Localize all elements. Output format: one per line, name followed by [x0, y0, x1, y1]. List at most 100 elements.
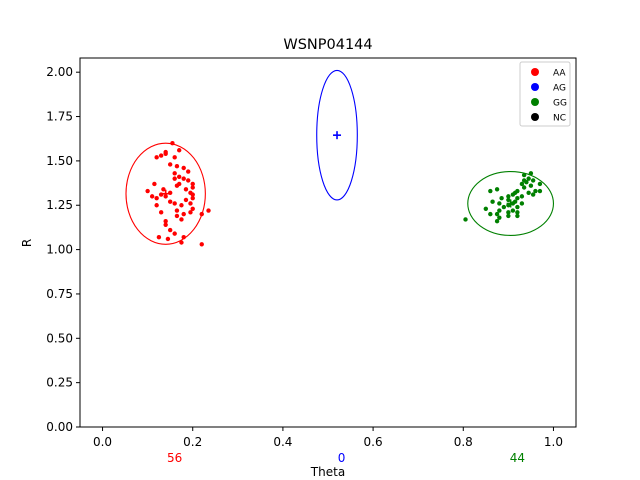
data-point-aa	[163, 151, 168, 156]
x-tick-label: 0.6	[364, 435, 383, 449]
data-point-gg	[506, 210, 511, 215]
legend-marker-gg	[531, 98, 539, 106]
data-point-aa	[188, 201, 193, 206]
cluster-center-ag	[333, 131, 342, 140]
data-point-aa	[161, 187, 166, 192]
x-tick-label: 0.4	[273, 435, 292, 449]
y-tick-label: 0.25	[46, 376, 73, 390]
data-point-aa	[177, 148, 182, 153]
data-point-gg	[499, 195, 504, 201]
data-point-aa	[181, 211, 186, 217]
legend-marker-aa	[531, 68, 539, 76]
x-tick-label: 0.8	[454, 435, 473, 449]
data-point-gg	[510, 208, 516, 213]
data-point-gg	[537, 181, 543, 187]
x-axis-label: Theta	[310, 465, 345, 479]
cluster-ellipse-gg	[467, 170, 555, 236]
legend-marker-nc	[531, 113, 539, 121]
cluster-count-label: 56	[167, 451, 182, 465]
cluster-ellipse-ag	[316, 69, 358, 201]
data-point-gg	[497, 208, 502, 213]
data-point-gg	[526, 190, 531, 196]
data-point-aa	[181, 234, 186, 240]
data-point-gg	[490, 199, 495, 204]
data-point-aa	[152, 181, 157, 187]
data-point-gg	[521, 172, 527, 178]
data-point-aa	[167, 162, 173, 167]
data-point-gg	[494, 211, 500, 217]
data-point-gg	[528, 171, 534, 176]
data-point-gg	[515, 195, 520, 201]
data-point-aa	[158, 192, 164, 197]
data-point-aa	[190, 195, 195, 201]
legend-marker-ag	[531, 83, 539, 91]
data-point-aa	[199, 211, 204, 217]
data-point-aa	[188, 210, 193, 215]
data-point-gg	[501, 204, 507, 210]
legend-label: AG	[553, 84, 566, 94]
data-point-aa	[154, 155, 159, 160]
data-point-aa	[167, 190, 173, 196]
y-axis-label: R	[20, 239, 34, 247]
y-tick-label: 2.00	[46, 65, 73, 79]
data-point-aa	[190, 206, 195, 211]
y-tick-label: 0.00	[46, 420, 73, 434]
data-point-aa	[183, 197, 189, 203]
data-point-gg	[494, 187, 500, 192]
y-axis: 0.00 0.25 0.50 0.75 1.00 1.25 1.50 1.75 2.00	[46, 65, 80, 434]
y-tick-label: 0.50	[46, 331, 73, 345]
data-point-aa	[174, 208, 180, 213]
data-point-aa	[172, 231, 177, 236]
data-point-gg	[483, 206, 489, 211]
data-point-aa	[158, 153, 164, 158]
y-tick-label: 1.75	[46, 110, 73, 124]
data-point-gg	[528, 183, 534, 188]
data-point-gg	[463, 217, 468, 222]
y-tick-label: 1.25	[46, 198, 73, 212]
data-point-aa	[170, 140, 175, 146]
data-point-aa	[177, 174, 182, 180]
data-point-gg	[497, 215, 502, 220]
data-point-aa	[156, 234, 162, 240]
data-point-gg	[537, 188, 543, 194]
data-point-aa	[174, 213, 180, 219]
data-point-aa	[179, 240, 184, 245]
x-axis: 0.0 0.2 0.4 0.6 0.8 1.0	[93, 427, 563, 449]
legend-label: NC	[553, 114, 566, 124]
x-tick-label: 0.0	[93, 435, 112, 449]
data-point-gg	[506, 194, 511, 199]
data-point-aa	[163, 219, 168, 224]
data-point-aa	[163, 194, 168, 199]
data-point-aa	[190, 185, 195, 190]
data-point-aa	[172, 155, 177, 160]
data-point-aa	[190, 192, 195, 197]
data-point-gg	[519, 194, 525, 199]
data-point-aa	[179, 203, 184, 208]
data-point-aa	[158, 210, 164, 215]
data-point-aa	[181, 176, 186, 181]
data-point-aa	[190, 181, 195, 187]
cluster-count-label: 44	[510, 451, 525, 465]
data-point-gg	[515, 204, 520, 210]
cluster-count-label: 0	[338, 451, 346, 465]
cluster-ellipse-aa	[125, 142, 206, 245]
data-point-gg	[494, 219, 500, 224]
data-point-aa	[199, 242, 204, 247]
cluster-counts: 56 0 44	[167, 451, 525, 465]
x-tick-label: 0.2	[183, 435, 202, 449]
data-point-gg	[530, 192, 536, 197]
data-point-aa	[165, 236, 171, 242]
data-point-aa	[174, 164, 180, 169]
data-point-gg	[524, 179, 529, 185]
plot-area	[125, 69, 555, 247]
axes-frame	[79, 57, 577, 428]
data-point-aa	[181, 165, 186, 171]
chart-title: WSNP04144	[283, 37, 372, 53]
data-point-aa	[174, 183, 180, 188]
data-point-gg	[515, 210, 520, 215]
data-point-aa	[154, 203, 159, 208]
data-point-aa	[172, 171, 177, 176]
data-point-gg	[530, 178, 536, 183]
data-point-gg	[488, 188, 493, 194]
